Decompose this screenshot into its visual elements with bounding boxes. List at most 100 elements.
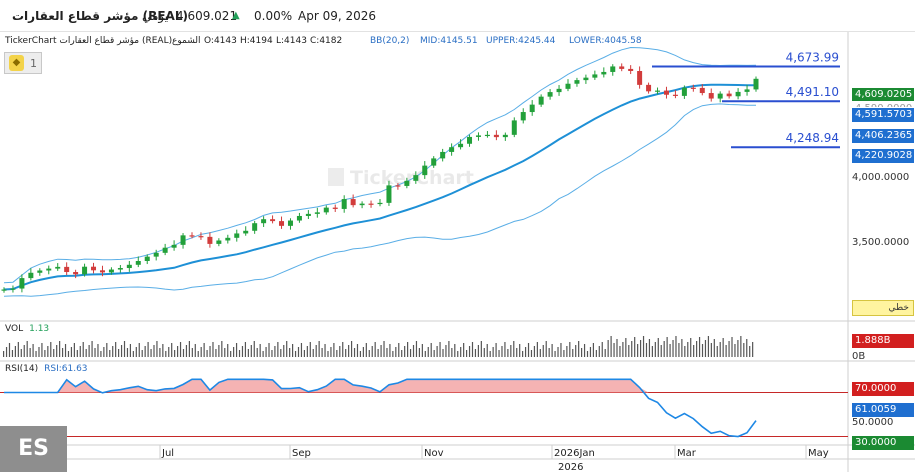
volume-bar [85,349,87,357]
volume-bar [350,341,353,357]
month-label[interactable]: Mar [677,448,697,459]
legend-low: L:4143 [276,36,307,46]
volume-bar [132,351,134,357]
volume-bar [191,348,193,357]
volume-bar [14,346,16,357]
month-label[interactable]: Jul [161,448,174,459]
rsi-label: RSI(14) [5,364,39,374]
symbol-name[interactable]: مؤشر قطاع العقارات (REAL) [12,9,188,23]
volume-bar [642,336,645,357]
volume-bar [182,349,185,357]
volume-bar [616,339,618,357]
volume-bar [489,351,491,357]
volume-bar [569,342,571,357]
volume-bar [53,349,55,357]
legend-name: TickerChart مؤشر قطاع العقارات (REAL) [5,36,173,46]
volume-bar [563,350,565,357]
volume-bar [548,348,550,357]
volume-bar [109,350,111,357]
volume-bar [44,350,46,357]
volume-bar [138,343,140,357]
period-label[interactable]: يومي [142,9,168,23]
legend-high: H:4194 [240,36,273,46]
volume-bar [412,345,415,357]
volume-bar [445,345,447,357]
bb-mid-line [3,83,756,291]
volume-bar [165,351,167,357]
volume-bar [79,346,81,357]
time-axis[interactable]: Jul Sep Nov 2026Jan Mar May [159,445,829,459]
month-label[interactable]: Nov [424,448,444,459]
rsi-tick-50: 50.0000 [852,417,893,428]
language-badge[interactable]: ES [0,426,67,472]
rsi-value: RSI:61.63 [44,364,88,374]
volume-bar [380,345,382,357]
volume-bar [336,350,338,357]
line-type-button[interactable]: خطي [852,300,914,316]
chart-legend: TickerChart مؤشر قطاع العقارات (REAL) ال… [0,33,840,49]
volume-bar [215,349,217,357]
candle-body [386,185,392,203]
candle-body [261,219,267,224]
alert-button[interactable]: ◆ 1 [4,52,42,74]
volume-bar [684,346,686,357]
volume-bar [324,344,326,357]
volume-bar [601,342,603,357]
candle-body [502,134,508,138]
volume-bar [238,350,241,357]
candle-body [413,175,419,181]
candle-body [99,270,105,273]
candle-body [690,87,696,89]
volume-bar [607,340,609,357]
volume-badge: 1.888B [852,334,914,348]
volume-bar [468,346,471,357]
volume-bar [519,344,521,357]
volume-bar [401,350,403,357]
candle-body [681,87,687,96]
volume-bar [224,348,226,357]
horizontal-lines[interactable]: 4,673.99 4,491.10 4,248.94 [652,50,840,149]
volume-bar [451,348,453,357]
volume-bar [20,349,22,357]
price-tick-4000: 4,000.0000 [852,172,909,183]
volume-bar [315,345,317,357]
volume-bar [227,344,229,357]
volume-bar [477,345,479,357]
volume-bar [289,348,291,357]
volume-bar [306,346,308,357]
volume-bar [221,341,223,357]
volume-bar [5,347,8,357]
month-label[interactable]: 2026Jan [554,448,595,459]
candles [1,63,759,293]
rsi-upper-badge: 70.0000 [852,382,914,396]
volume-label: VOL [5,324,24,334]
volume-bar [542,345,544,357]
volume-bar [734,344,736,357]
watermark: TickerChart [328,167,474,189]
volume-bar [345,349,347,357]
candle-body [377,202,383,205]
month-label[interactable]: May [808,448,829,459]
partial-price-badge: 4,590.0000 [852,101,914,107]
volume-bar [498,350,500,357]
candle-body [126,264,132,269]
candle-body [73,272,79,275]
candle-body [699,87,705,94]
volume-bar [722,338,724,357]
hline-label-mid: 4,491.10 [786,85,839,99]
month-label[interactable]: Sep [292,448,311,459]
volume-bar [578,341,580,357]
volume-bar [283,345,285,357]
candle-body [287,220,293,226]
volume-bar [395,347,397,357]
candle-body [655,90,661,92]
last-price-badge: 4,609.0205 [852,88,914,102]
volume-bar [247,349,249,357]
volume-bar [259,344,261,357]
volume-bar [637,344,639,357]
volume-bar [698,337,701,357]
volume-bar [103,347,105,357]
volume-bar [76,350,78,357]
year-label: 2026 [558,462,583,472]
